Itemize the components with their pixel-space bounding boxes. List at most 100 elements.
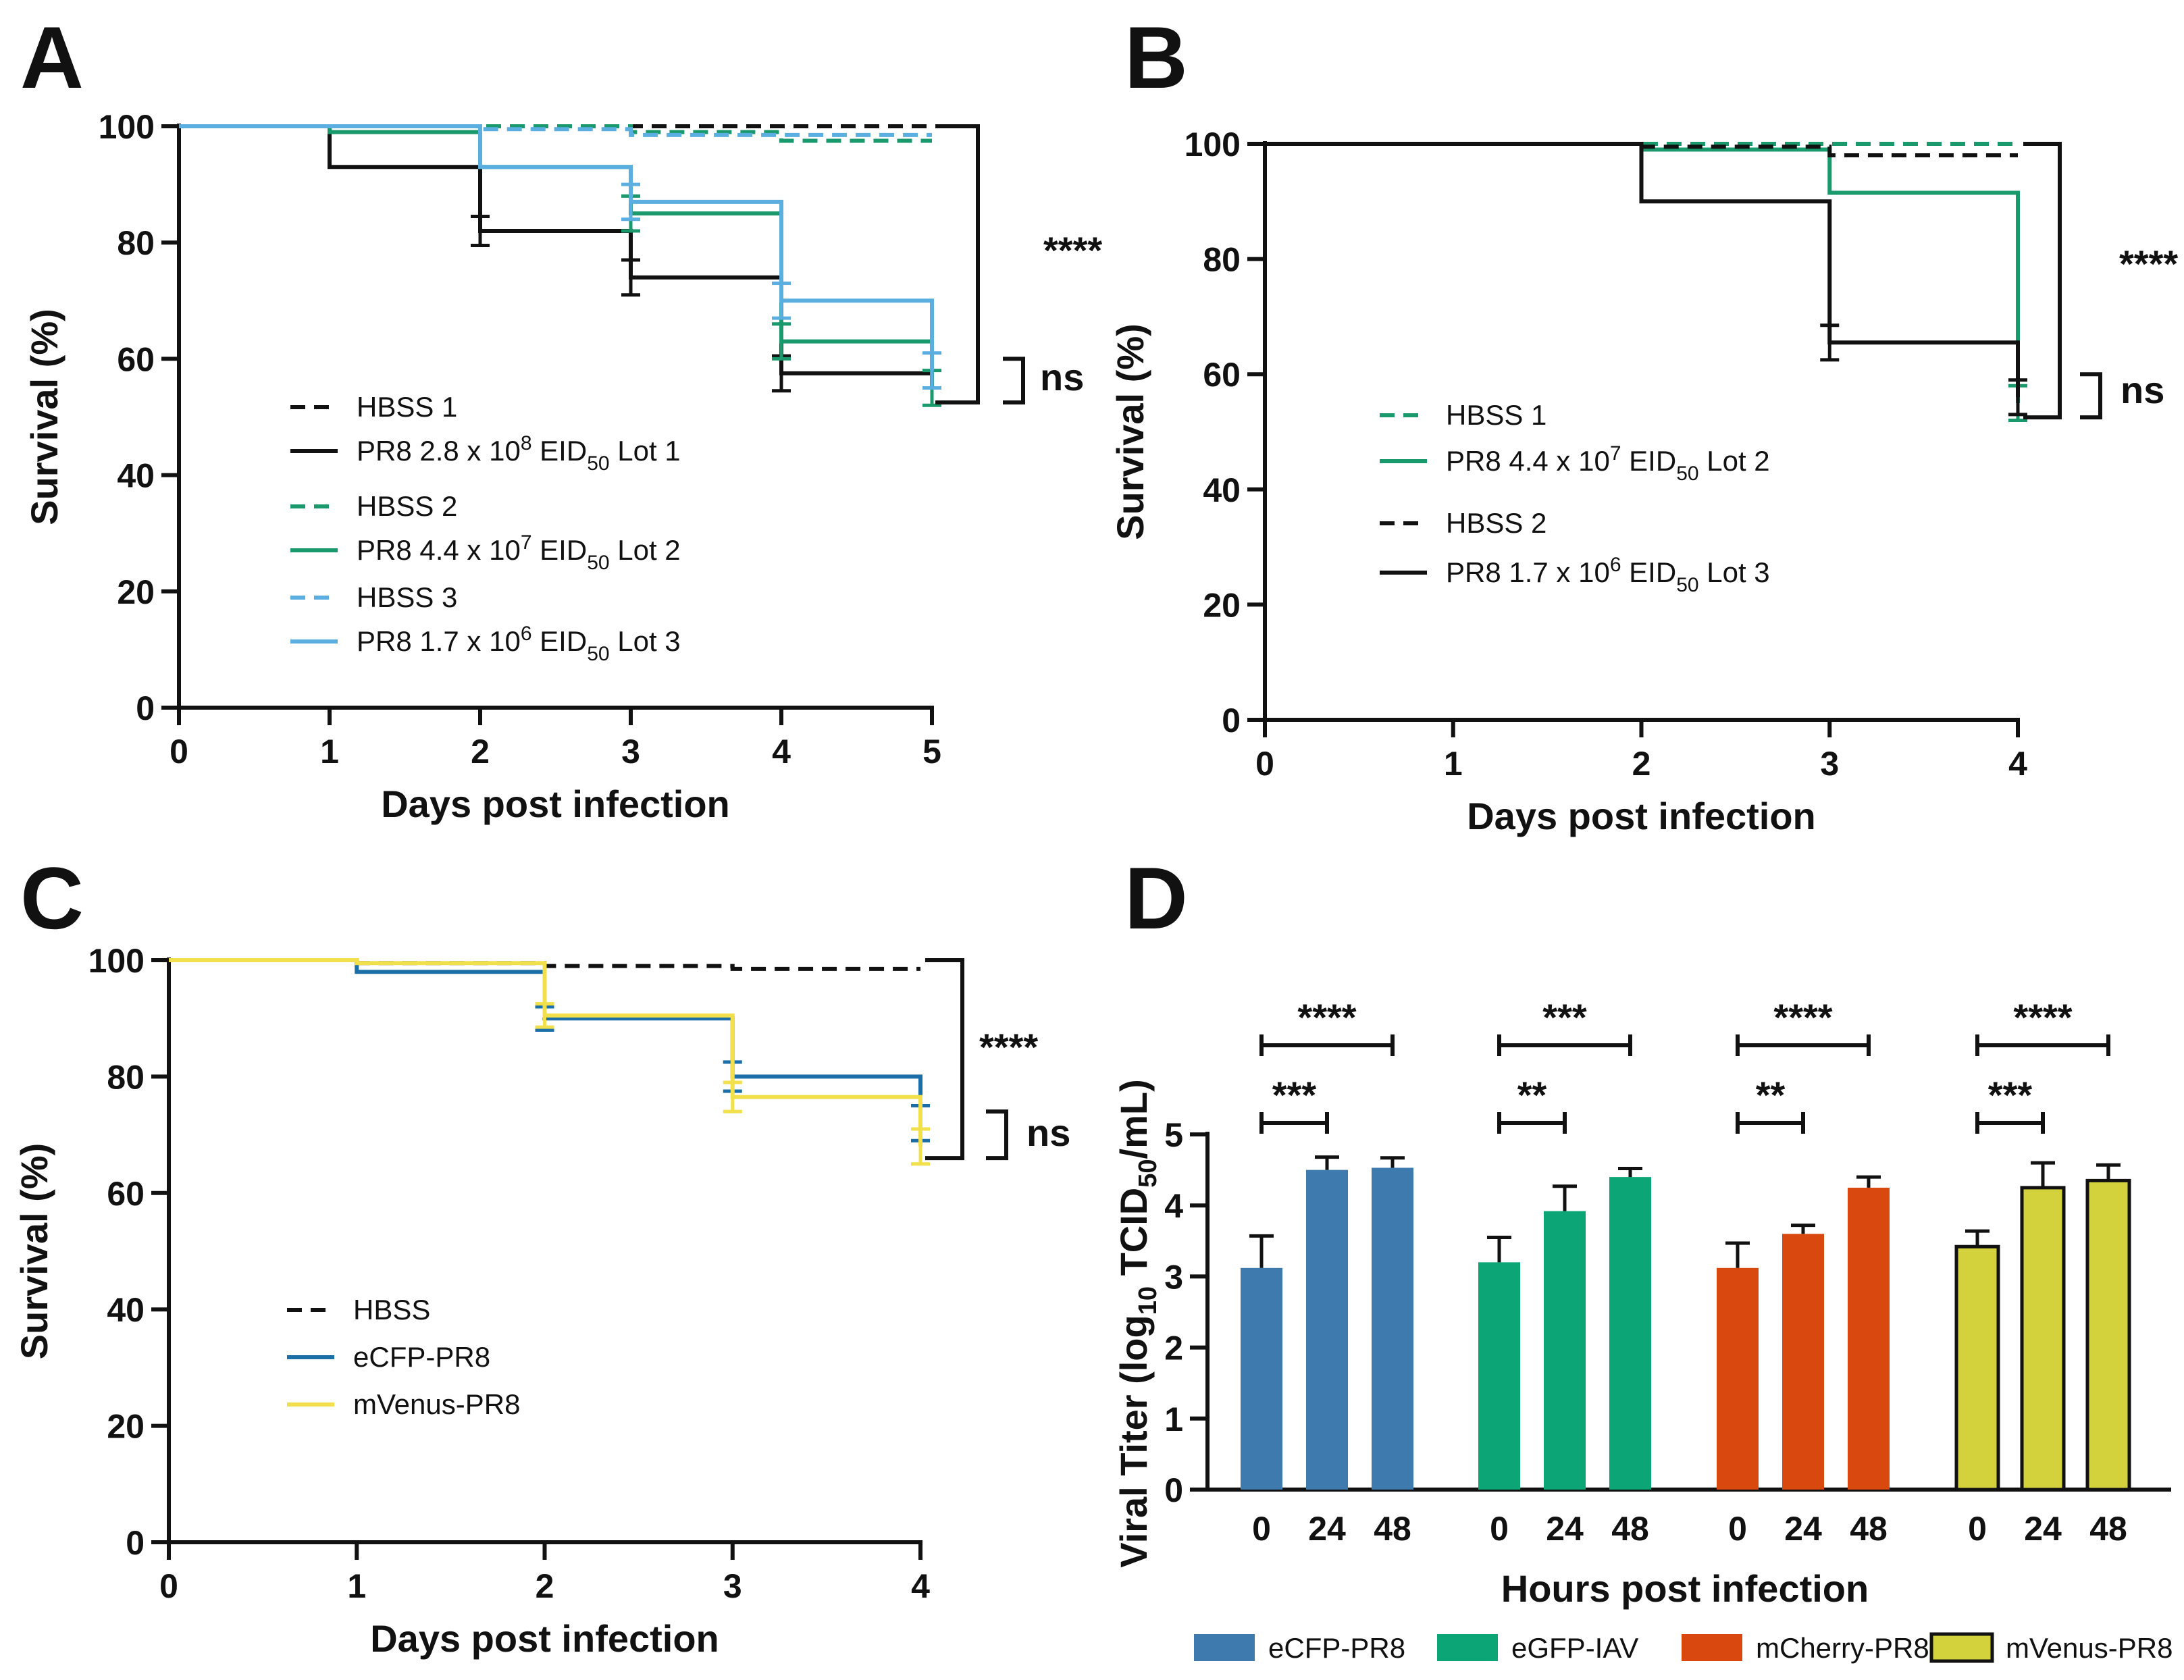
x-tick-label: 3: [723, 1567, 742, 1605]
panel-d-letter: D: [1124, 849, 1188, 947]
legend-label-text: HBSS: [353, 1294, 430, 1325]
x-tick-label: 0: [1728, 1510, 1747, 1548]
x-tick-label: 4: [772, 733, 791, 770]
legend-label: eCFP-PR8: [353, 1341, 490, 1373]
series-line-2: [179, 124, 932, 375]
legend-label: eGFP-IAV: [1511, 1632, 1638, 1664]
significance-bracket-outer: [935, 124, 980, 404]
legend-label-superscript: 6: [1610, 554, 1621, 576]
panel-b-chart: B 0 20 40 60 80 100 0 1 2 3 4 Days post infection Sur…: [1109, 8, 2178, 837]
significance-bracket-inner: [2080, 372, 2102, 420]
y-axis-title: Survival (%): [23, 309, 66, 525]
bar: [1782, 1234, 1824, 1490]
x-tick-label: 4: [911, 1567, 930, 1605]
y-tick-label: 40: [1203, 471, 1241, 509]
x-tick-label: 2: [536, 1567, 554, 1605]
legend-swatch: [1194, 1634, 1255, 1661]
legend-label: PR8 4.4 x 107 EID50 Lot 2: [1446, 442, 1770, 485]
series-line-4: [1265, 142, 2020, 398]
x-tick-label: 1: [1444, 745, 1463, 783]
panel-c-chart: C 0 20 40 60 80 100 0 1 2 3 4 Days post infection Sur…: [13, 849, 1070, 1660]
legend-label-text: Lot 2: [1699, 445, 1770, 477]
panel-a-chart: A 0 20 40 60 80 100 0 1 2 3 4 5 Days post infection Su…: [20, 8, 1102, 825]
bar: [1544, 1211, 1586, 1490]
significance-bracket-long: [1975, 1034, 2110, 1056]
legend-label-text: HBSS 2: [357, 490, 457, 522]
x-tick-label: 3: [621, 733, 640, 770]
legend-label: HBSS: [353, 1294, 430, 1325]
bar-group-egfp-iav: 0 24 48*****: [1478, 996, 1651, 1548]
series-line-3: [169, 958, 922, 1147]
significance-label-short: **: [1517, 1074, 1547, 1116]
bar: [1372, 1167, 1413, 1490]
legend-label-text: Lot 3: [610, 625, 681, 657]
significance-label-inner: ns: [1026, 1111, 1070, 1154]
legend-swatch: [1929, 1632, 1994, 1663]
y-tick-label: 0: [126, 1524, 145, 1562]
y-axis-title: Survival (%): [1109, 323, 1151, 540]
y-tick-label: 3: [1164, 1258, 1183, 1296]
significance-bracket-short: [1259, 1112, 1329, 1134]
x-tick-label: 0: [1255, 745, 1274, 783]
significance-label-inner: ns: [1040, 356, 1084, 398]
legend-label-text: PR8 2.8 x 10: [357, 435, 521, 467]
y-tick-label: 0: [136, 689, 155, 727]
legend-label-text: EID: [532, 534, 588, 566]
bar: [1478, 1262, 1520, 1490]
y-tick-label: 80: [1203, 241, 1241, 279]
bar: [1848, 1187, 1890, 1490]
x-tick-label: 24: [1546, 1510, 1584, 1548]
legend-label-text: Lot 3: [1699, 556, 1770, 588]
significance-label-outer: ****: [979, 1026, 1038, 1068]
y-tick-label: 80: [107, 1058, 145, 1096]
legend-label-superscript: 6: [521, 623, 532, 645]
legend-label: HBSS 1: [357, 391, 457, 423]
panel-b-letter: B: [1124, 8, 1188, 107]
legend-label-text: eCFP-PR8: [353, 1341, 490, 1373]
y-tick-label: 60: [1203, 356, 1241, 394]
legend-label-text: HBSS 2: [1446, 507, 1546, 539]
x-tick-label: 24: [1784, 1510, 1822, 1548]
significance-bracket-short: [1736, 1112, 1805, 1134]
significance-bracket-long: [1736, 1034, 1871, 1056]
legend-label-text: HBSS 1: [1446, 399, 1546, 431]
legend-label-text: PR8 4.4 x 10: [357, 534, 521, 566]
bar-group-mvenus-pr8: 0 24 48*******: [1954, 996, 2131, 1548]
x-tick-label: 48: [1611, 1510, 1649, 1548]
x-tick-label: 2: [471, 733, 490, 770]
significance-bracket-long: [1497, 1034, 1632, 1056]
legend-label: HBSS 2: [357, 490, 457, 522]
significance-label-outer: ****: [2119, 242, 2178, 285]
legend-label-text: EID: [532, 625, 588, 657]
y-tick-label: 40: [107, 1291, 145, 1329]
legend-swatch: [1682, 1634, 1742, 1661]
legend-label-text: mVenus-PR8: [353, 1388, 520, 1420]
significance-label-inner: ns: [2121, 369, 2164, 411]
y-tick-label: 0: [1164, 1471, 1183, 1509]
y-tick-label: 0: [1222, 702, 1241, 739]
series-line-6: [179, 124, 934, 371]
legend-label-text: PR8 4.4 x 10: [1446, 445, 1610, 477]
significance-bracket-short: [1497, 1112, 1567, 1134]
legend-label-text: PR8 1.7 x 10: [357, 625, 521, 657]
x-tick-label: 48: [1374, 1510, 1411, 1548]
y-axis-title-text: Viral Titer (log: [1112, 1315, 1155, 1567]
x-tick-label: 0: [1968, 1510, 1987, 1548]
x-axis-title: Hours post infection: [1501, 1567, 1869, 1610]
legend-label-text: HBSS 1: [357, 391, 457, 423]
y-axis-title-subscript: 10: [1134, 1286, 1162, 1315]
x-tick-label: 0: [159, 1567, 178, 1605]
y-tick-label: 4: [1164, 1187, 1183, 1225]
legend-label: PR8 1.7 x 106 EID50 Lot 3: [357, 623, 681, 665]
legend-label-text: PR8 1.7 x 10: [1446, 556, 1610, 588]
legend-swatch: [1437, 1634, 1498, 1661]
y-tick-label: 5: [1164, 1116, 1183, 1154]
significance-label-long: ****: [2013, 996, 2072, 1039]
y-tick-label: 20: [107, 1408, 145, 1446]
y-tick-label: 60: [117, 340, 155, 378]
legend-label-subscript: 50: [1676, 574, 1698, 596]
legend: HBSS 1 PR8 4.4 x 107 EID50 Lot 2 HBSS 2 PR8…: [1380, 399, 1770, 596]
legend-label-text: Lot 1: [610, 435, 681, 467]
x-tick-label: 48: [1850, 1510, 1888, 1548]
